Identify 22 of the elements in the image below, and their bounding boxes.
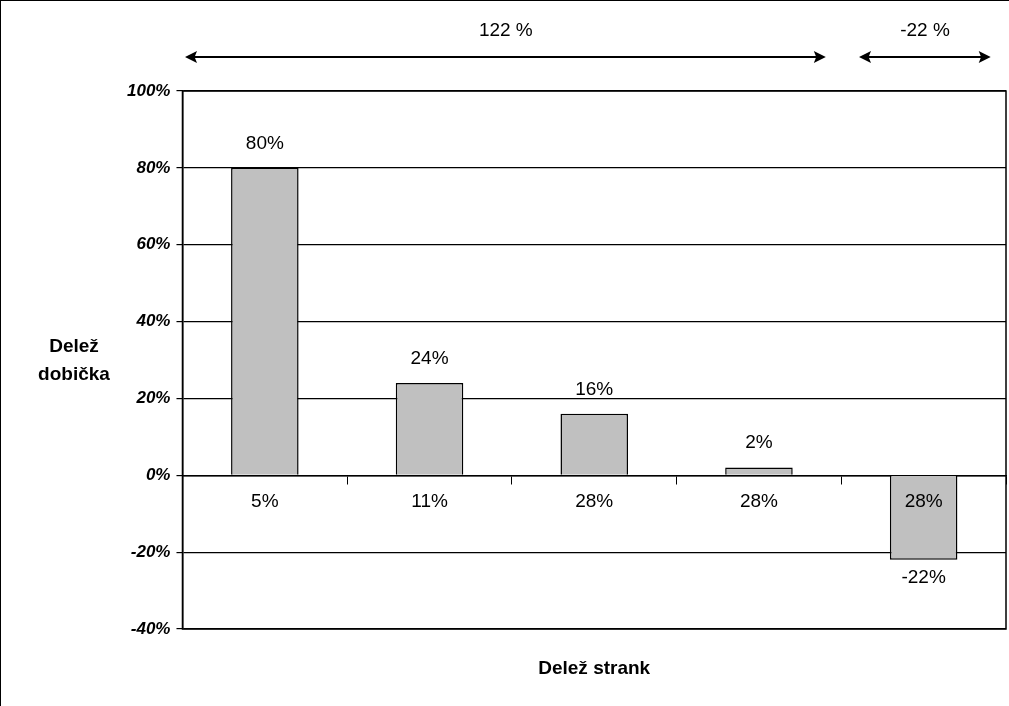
text: -22 %: [900, 19, 950, 41]
x-tick-label: 28%: [904, 490, 943, 512]
data-label: 24%: [410, 346, 449, 368]
y-tick-label: -20%: [130, 541, 171, 561]
y-tick-label: 40%: [135, 311, 171, 331]
data-label: 16%: [575, 377, 614, 399]
y-tick-label: 80%: [136, 157, 171, 177]
y-tick-label: 20%: [135, 388, 171, 408]
x-tick-label: 5%: [251, 490, 279, 512]
data-label: 80%: [245, 131, 284, 153]
x-tick-label: 28%: [575, 490, 614, 512]
y-tick-label: 60%: [136, 234, 171, 254]
x-tick-label: 11%: [411, 490, 448, 512]
y-axis-title: Delež dobička: [37, 334, 111, 386]
data-label: -22%: [901, 565, 946, 587]
text: 122 %: [478, 19, 533, 41]
x-tick-label: 28%: [739, 490, 779, 512]
y-tick-label: -40%: [130, 618, 171, 638]
data-label: 2%: [745, 431, 773, 453]
y-tick-label: 100%: [127, 80, 171, 100]
y-tick-label: 0%: [145, 464, 171, 484]
x-axis-title: Delež strank: [538, 657, 651, 679]
